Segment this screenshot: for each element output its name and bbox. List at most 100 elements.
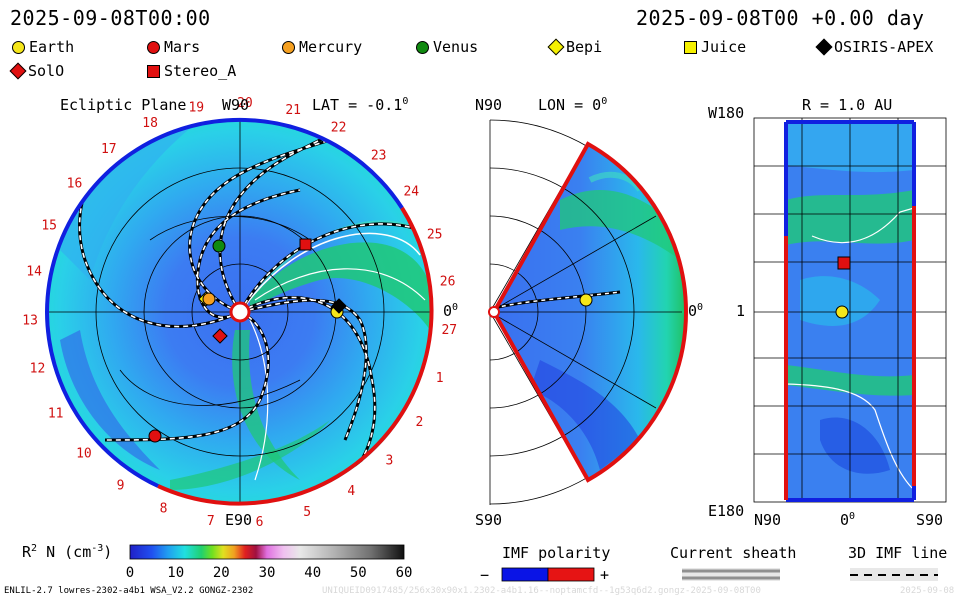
imf-polarity-arc-positive [157,206,434,506]
mars-marker [148,429,162,443]
legend-item-solo: SolO [9,62,64,80]
density-band [232,330,300,480]
ecliptic-bottom-label: E90 [225,511,253,529]
longitude-label: LON = 00 [538,96,608,114]
carrington-label: 10 [76,447,92,462]
radial-panel [753,117,947,503]
density-band [60,330,160,470]
circle-icon [12,40,25,54]
meridional-panel [488,119,688,505]
imf-line-title: 3D IMF line [848,544,948,562]
legend-item-earth: Earth [12,38,74,56]
colorbar-tick-label: 60 [396,565,413,581]
legend-item-juice: Juice [684,38,746,56]
current-sheath-line [254,268,426,301]
carrington-label: 24 [403,185,419,200]
radial-mid-left-label: 1 [736,302,746,320]
density-band [170,420,330,490]
meridional-bottom-label: S90 [475,511,503,529]
carrington-label: 23 [371,148,387,163]
carrington-label: 16 [67,177,83,192]
meridional-right-label: 00 [688,302,704,320]
carrington-labels: 19 20 212223242526271234567891011121314151… [22,96,457,530]
legend-item-osiris-apex: OSIRIS-APEX [815,38,933,56]
stereo-a-marker [837,256,851,270]
colorbar-tick-label: 30 [259,565,276,581]
ecliptic-plane-panel: 19 20 212223242526271234567891011121314151… [22,96,457,530]
legend-item-stereo-a: Stereo_A [147,62,236,80]
colorbar-tick-label: 10 [167,565,184,581]
radial-top-left-label: W180 [708,104,745,122]
carrington-label: 2 [415,415,423,430]
radial-bottom-zero-label: 00 [840,511,856,529]
carrington-label: 14 [26,265,42,280]
carrington-label: 6 [256,515,264,530]
date-footer: 2025-09-08 [900,586,955,596]
colorbar-tick-label: 40 [304,565,321,581]
carrington-label: 8 [160,502,168,517]
carrington-label: 5 [303,505,311,520]
timestamp-right: 2025-09-08T00 +0.00 day [636,6,925,30]
legend: Earth Mars Mercury Venus Bepi Juice OSIR… [9,38,952,82]
current-sheath-legend [682,568,780,581]
carrington-label: 15 [41,218,57,233]
imf-spiral-lines-dash [78,119,421,471]
legend-item-mars: Mars [147,38,200,56]
carrington-label: 18 [142,116,158,131]
current-sheath-line [244,232,421,307]
carrington-label: 26 [440,274,456,289]
radius-label: R = 1.0 AU [802,96,893,114]
circle-icon [416,40,429,54]
run-id-footer: UNIQUEID0917485/256x30x90x1.2302-a4b1.16… [322,586,761,596]
earth-marker [579,293,593,307]
carrington-label: 20 [237,96,253,111]
circle-icon [147,40,160,54]
radial-bottom-n-label: N90 [754,511,782,529]
ecliptic-title: Ecliptic Plane [60,96,187,114]
imf-minus-label: − [480,566,490,584]
osiris-apex-marker [331,298,347,314]
carrington-label: 22 [331,121,347,136]
imf-polarity-legend [501,567,595,582]
imf-polarity-title: IMF polarity [502,544,611,562]
venus-marker [212,239,226,253]
current-sheath-title: Current sheath [670,544,797,562]
imf-polarity-boundary [491,141,688,483]
carrington-label: 27 [441,323,457,338]
carrington-label: 21 [285,103,301,118]
solo-marker [212,328,228,344]
legend-item-mercury: Mercury [282,38,362,56]
colorbar-label: R2 N (cm-3) [22,543,113,561]
legend-item-bepi: Bepi [547,38,602,56]
earth-marker [835,305,849,319]
radial-bottom-left-label: E180 [708,502,745,520]
square-icon [147,64,160,78]
carrington-label: 7 [207,514,215,529]
carrington-label: 11 [48,407,64,422]
carrington-label: 9 [117,479,125,494]
latitude-label: LAT = -0.10 [312,96,409,114]
carrington-label: 17 [101,142,117,157]
timestamp-left: 2025-09-08T00:00 [10,6,211,30]
mercury-marker [202,292,216,306]
circle-icon [282,40,295,54]
carrington-label: 12 [30,362,46,377]
density-band [60,120,200,280]
imf-polarity-arc-negative [45,311,159,488]
meridional-top-label: N90 [475,96,503,114]
carrington-label: 19 [188,101,204,116]
colorbar-tick-label: 0 [126,565,134,581]
positive-polarity-swatch [547,567,595,582]
imf-plus-label: + [600,566,610,584]
density-colorbar: 0 10 20 30 40 50 60 [126,544,413,581]
sun-icon [488,306,500,318]
model-footer: ENLIL-2.7 lowres-2302-a4b1 WSA_V2.2 GONG… [4,586,254,596]
imf-polarity-arc-negative [45,117,404,313]
carrington-label: 4 [347,484,355,499]
square-icon [684,40,697,54]
density-band [250,242,433,330]
carrington-label: 25 [427,227,443,242]
carrington-label: 13 [22,313,38,328]
carrington-label: 1 [436,371,444,386]
